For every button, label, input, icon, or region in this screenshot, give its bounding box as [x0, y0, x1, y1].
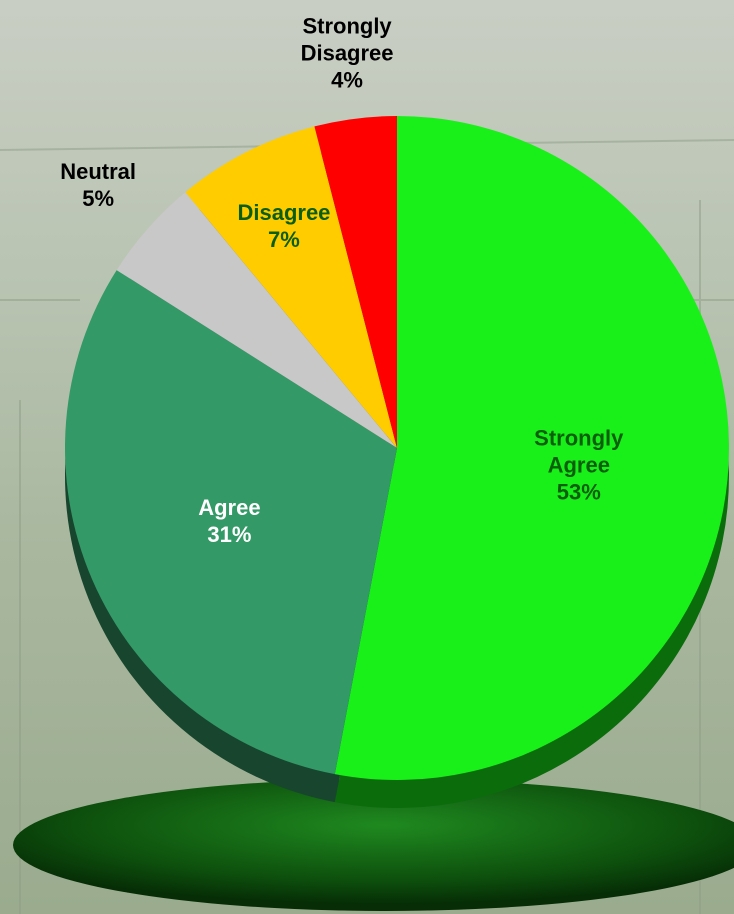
- data-label: Agree 31%: [164, 494, 294, 548]
- data-label: Strongly Agree 53%: [514, 425, 644, 506]
- value-label: 53%: [556, 479, 601, 505]
- value-label: 31%: [207, 521, 252, 547]
- category-label: Neutral: [60, 158, 137, 184]
- data-label: Disagree 7%: [219, 199, 349, 253]
- category-label: Disagree: [237, 200, 331, 226]
- slice: [116, 192, 397, 448]
- slice: [314, 116, 397, 448]
- slice: [64, 270, 397, 775]
- value-label: 5%: [82, 185, 115, 211]
- pie: [64, 116, 730, 808]
- data-label: Strongly Disagree 4%: [282, 12, 412, 93]
- data-label: Neutral 5%: [33, 158, 163, 212]
- slice: [334, 116, 729, 780]
- slice: [185, 126, 397, 448]
- value-label: 7%: [268, 227, 300, 253]
- category-label: Agree: [198, 494, 261, 520]
- value-label: 4%: [331, 67, 363, 93]
- category-label: Strongly Agree: [534, 425, 624, 478]
- category-label: Strongly Disagree: [300, 13, 394, 66]
- pedestal: [13, 779, 734, 911]
